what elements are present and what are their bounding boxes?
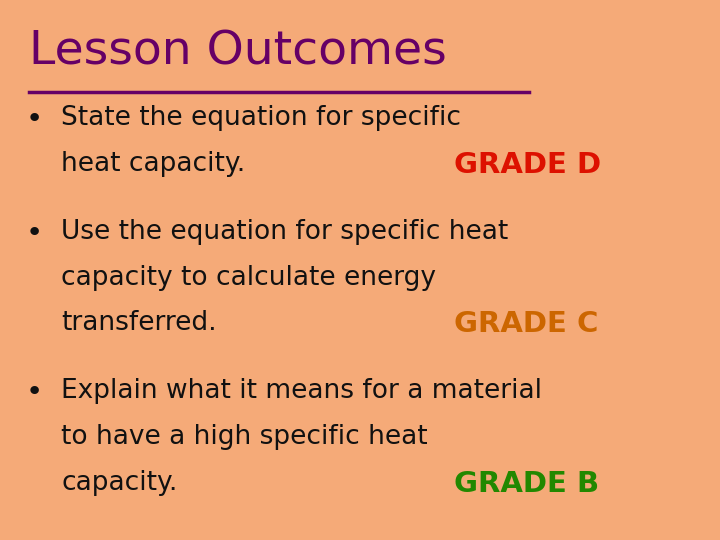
Text: •: • [25, 105, 42, 133]
Text: capacity to calculate energy: capacity to calculate energy [61, 265, 436, 291]
Text: heat capacity.: heat capacity. [61, 151, 246, 177]
Text: GRADE B: GRADE B [454, 470, 599, 498]
Text: capacity.: capacity. [61, 470, 178, 496]
Text: Explain what it means for a material: Explain what it means for a material [61, 378, 542, 404]
Text: Lesson Outcomes: Lesson Outcomes [29, 30, 446, 75]
Text: •: • [25, 219, 42, 247]
Text: transferred.: transferred. [61, 310, 217, 336]
Text: Use the equation for specific heat: Use the equation for specific heat [61, 219, 508, 245]
Text: State the equation for specific: State the equation for specific [61, 105, 462, 131]
Text: GRADE D: GRADE D [454, 151, 600, 179]
Text: •: • [25, 378, 42, 406]
Text: GRADE C: GRADE C [454, 310, 598, 339]
Text: to have a high specific heat: to have a high specific heat [61, 424, 428, 450]
